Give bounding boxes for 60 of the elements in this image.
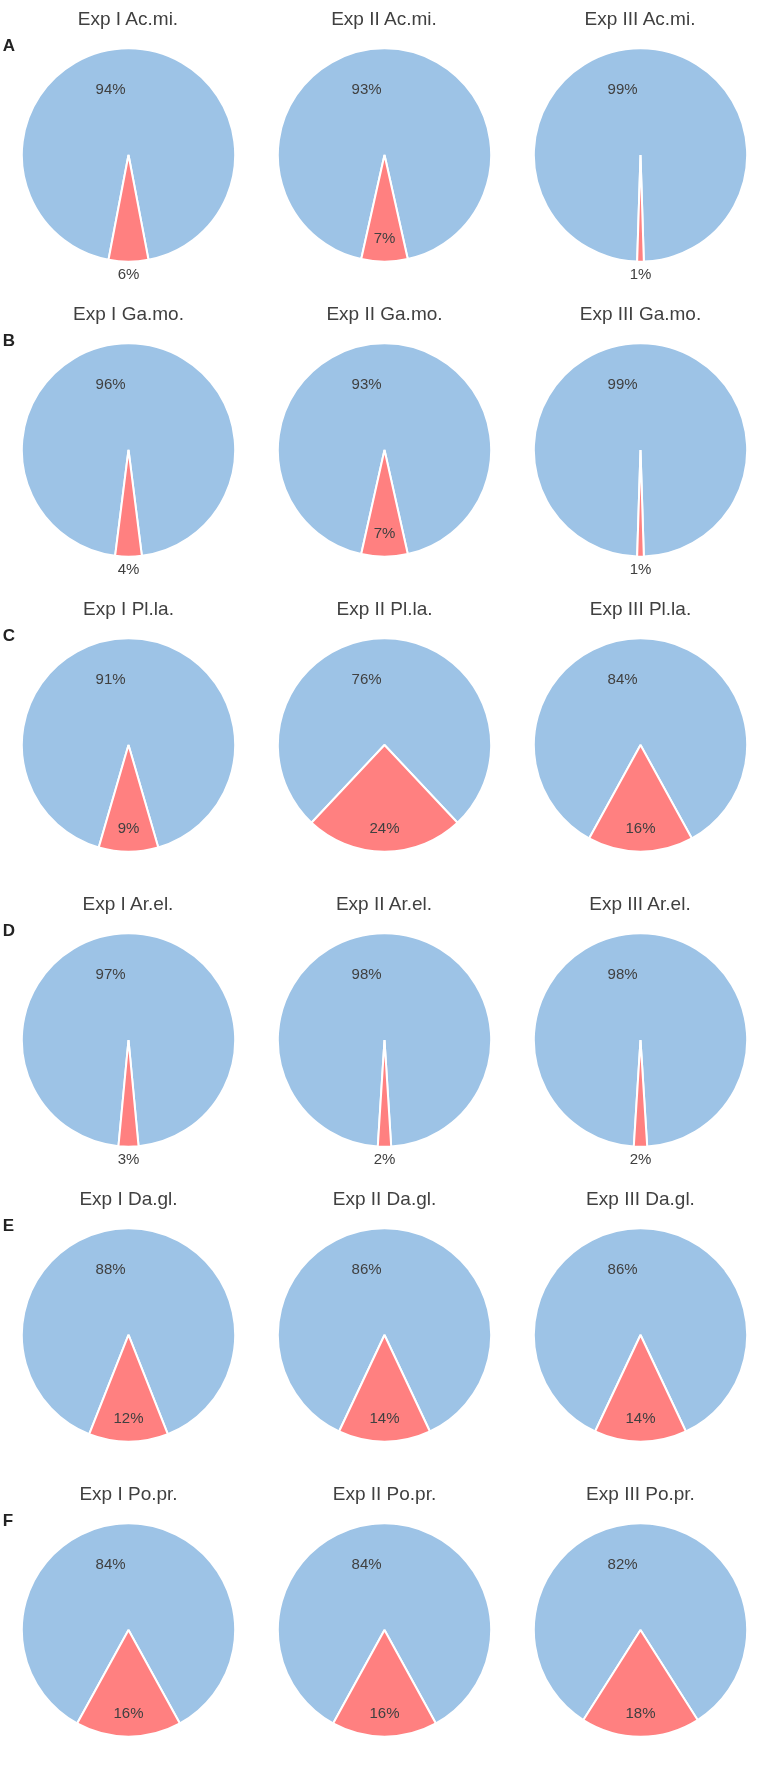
data-label: 16%: [113, 1703, 144, 1721]
data-label: 2%: [373, 1149, 396, 1167]
data-label: 99%: [607, 375, 638, 393]
data-label: 7%: [373, 523, 396, 541]
chart-title: Exp I Ac.mi.: [77, 7, 179, 29]
chart-title: Exp I Da.gl.: [79, 1187, 178, 1209]
data-label: 4%: [117, 559, 140, 577]
data-label: 93%: [351, 375, 382, 393]
chart-title: Exp III Ac.mi.: [584, 7, 696, 29]
chart-title: Exp III Ga.mo.: [579, 302, 702, 324]
data-label: 94%: [95, 80, 126, 98]
chart-title: Exp III Pl.la.: [589, 597, 692, 619]
data-label: 98%: [351, 965, 382, 983]
chart-title: Exp III Po.pr.: [586, 1482, 695, 1504]
data-label: 97%: [95, 965, 126, 983]
chart-title: Exp II Ga.mo.: [326, 302, 443, 324]
text: D: [2, 920, 15, 940]
chart-title: Exp I Pl.la.: [83, 597, 174, 619]
data-label: 9%: [117, 818, 140, 836]
chart-title: Exp II Da.gl.: [332, 1187, 437, 1209]
data-label: 16%: [369, 1703, 400, 1721]
chart-title: Exp III Da.gl.: [586, 1187, 695, 1209]
text: E: [2, 1215, 14, 1235]
data-label: 7%: [373, 228, 396, 246]
chart-title: Exp I Ga.mo.: [73, 302, 184, 324]
text: B: [2, 330, 15, 350]
data-label: 12%: [113, 1408, 144, 1426]
data-label: 18%: [625, 1703, 656, 1721]
data-label: 84%: [351, 1555, 382, 1573]
data-label: 84%: [607, 670, 638, 688]
data-label: 6%: [117, 264, 140, 282]
data-label: 86%: [351, 1260, 382, 1278]
data-label: 82%: [607, 1555, 638, 1573]
data-label: 76%: [351, 670, 382, 688]
chart-title: Exp II Po.pr.: [332, 1482, 437, 1504]
data-label: 3%: [117, 1149, 140, 1167]
data-label: 84%: [95, 1555, 126, 1573]
text: F: [2, 1510, 14, 1530]
chart-title: Exp II Pl.la.: [336, 597, 433, 619]
data-label: 99%: [607, 80, 638, 98]
data-label: 91%: [95, 670, 126, 688]
data-label: 14%: [625, 1408, 656, 1426]
text: C: [2, 625, 15, 645]
data-label: 93%: [351, 80, 382, 98]
data-label: 24%: [369, 818, 400, 836]
data-label: 86%: [607, 1260, 638, 1278]
chart-title: Exp II Ac.mi.: [331, 7, 437, 29]
data-label: 16%: [625, 818, 656, 836]
data-label: 98%: [607, 965, 638, 983]
chart-title: Exp I Po.pr.: [79, 1482, 178, 1504]
data-label: 96%: [95, 375, 126, 393]
chart-title: Exp III Ar.el.: [589, 892, 691, 914]
data-label: 1%: [629, 559, 652, 577]
data-label: 88%: [95, 1260, 126, 1278]
data-label: 1%: [629, 264, 652, 282]
chart-title: Exp I Ar.el.: [82, 892, 174, 914]
data-label: 2%: [629, 1149, 652, 1167]
text: A: [2, 35, 15, 55]
data-label: 14%: [369, 1408, 400, 1426]
chart-title: Exp II Ar.el.: [335, 892, 433, 914]
